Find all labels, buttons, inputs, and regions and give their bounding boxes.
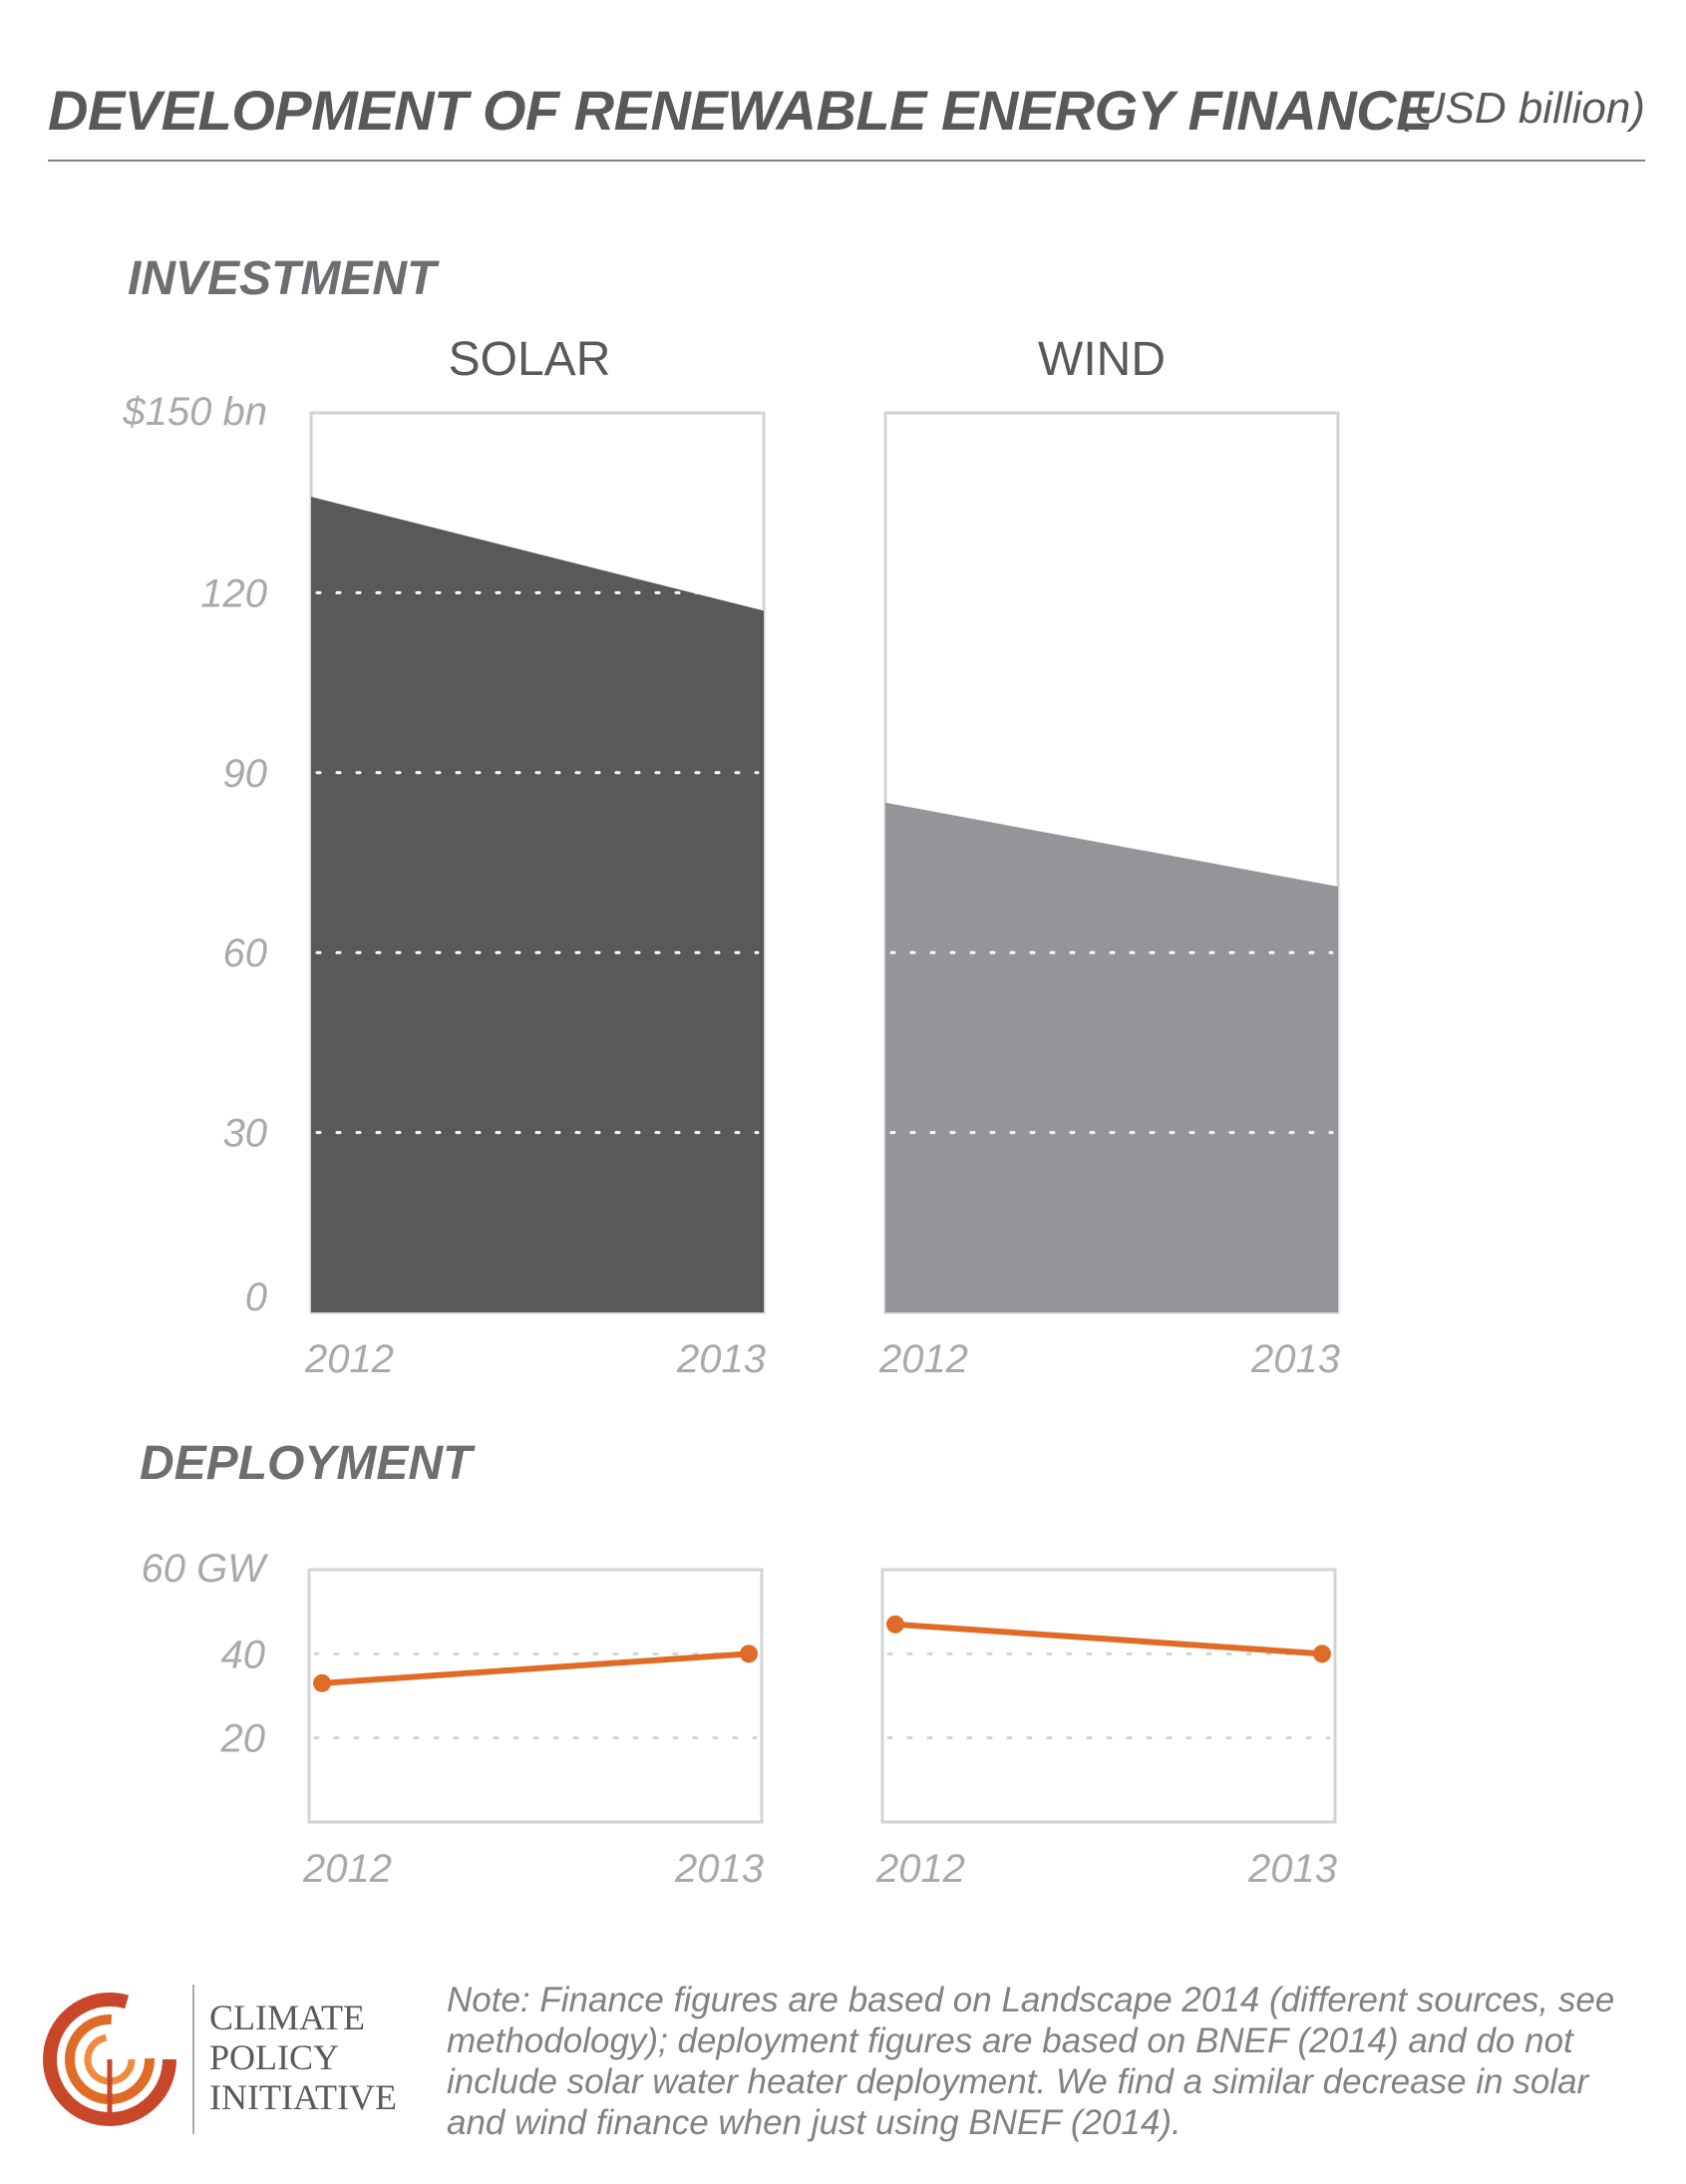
deployment-solar-frame [307,1568,764,1824]
investment-solar-area [311,497,764,1313]
deployment-solar-series-line [321,1650,750,1686]
deployment-wind-xtick-0: 2012 [875,1847,965,1891]
investment-solar-ytick-1: 30 [223,1112,268,1156]
org-name-line1: CLIMATE [209,1998,365,2037]
deployment-solar-point-2012 [313,1673,331,1692]
panel-title-wind: WIND [1038,333,1166,386]
panel-title-solar: SOLAR [448,333,611,386]
investment-wind-xtick-1: 2013 [1250,1337,1340,1381]
org-name: CLIMATE POLICY INITIATIVE [209,1998,397,2117]
deployment-solar-xtick-1: 2013 [674,1847,764,1891]
investment-solar-ytick-3: 90 [223,752,268,796]
section-investment: INVESTMENT [128,252,437,305]
deployment-solar-xtick-0: 2012 [302,1847,392,1891]
org-name-line2: POLICY [209,2037,340,2077]
charts-canvas: 2012 2013 0 30 60 90 120 $150 bn 2012 2013 2012 201… [122,390,1340,1891]
investment-solar-ytick-4: 120 [200,571,267,615]
deployment-solar-ytick-0: 20 [220,1717,266,1761]
deployment-wind-xtick-1: 2013 [1247,1847,1337,1891]
deployment-solar-point-2013 [740,1644,758,1663]
deployment-wind-point-2012 [886,1615,904,1634]
deployment-solar-ytick-2: 60 GW [142,1547,269,1591]
deployment-solar-ytick-1: 40 [221,1633,266,1676]
footer-divider [192,1985,194,2134]
investment-solar-ytick-2: 60 [223,931,268,975]
chart-title: DEVELOPMENT OF RENEWABLE ENERGY FINANCE [48,79,1433,142]
title-rule [48,160,1645,162]
org-name-line3: INITIATIVE [209,2077,397,2117]
investment-wind-area [885,802,1338,1312]
title-row: DEVELOPMENT OF RENEWABLE ENERGY FINANCE … [48,78,1645,158]
deployment-wind-point-2013 [1313,1644,1331,1663]
section-deployment: DEPLOYMENT [140,1437,473,1490]
footnote: Note: Finance figures are based on Lands… [447,1981,1615,2142]
chart-subtitle: (USD billion) [1399,84,1645,133]
investment-wind-xtick-0: 2012 [878,1337,968,1381]
deployment-wind-series-line [894,1621,1323,1657]
deployment-wind-frame [880,1568,1337,1824]
investment-solar-ytick-0: 0 [245,1275,267,1319]
investment-solar-ytick-5: $150 bn [122,390,267,434]
investment-solar-xtick-1: 2013 [676,1337,766,1381]
investment-solar-xtick-0: 2012 [304,1337,394,1381]
